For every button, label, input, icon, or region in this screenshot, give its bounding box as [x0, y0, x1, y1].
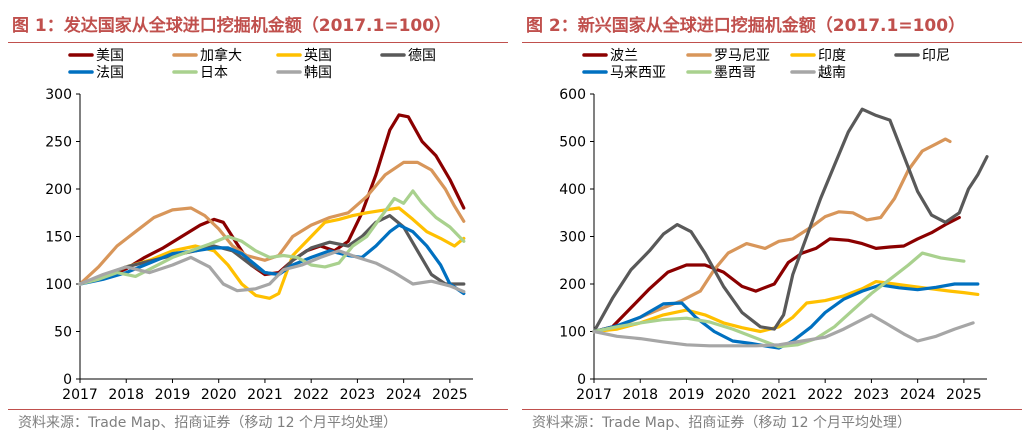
- legend-label: 印度: [818, 48, 846, 64]
- source-divider: [522, 409, 1022, 410]
- legend-label: 印尼: [922, 48, 950, 64]
- legend-label: 美国: [96, 48, 124, 64]
- series-line: [78, 189, 466, 286]
- legend-label: 罗马尼亚: [714, 48, 770, 64]
- series-line: [592, 107, 989, 334]
- chart-title: 图 1：发达国家从全球进口挖掘机金额（2017.1=100）: [12, 16, 452, 36]
- y-tick-label: 0: [63, 372, 72, 388]
- x-tick-label: 2020: [201, 387, 237, 403]
- legend-label: 日本: [200, 65, 228, 81]
- y-tick-label: 50: [54, 325, 72, 341]
- series-line: [592, 251, 966, 349]
- legend-item: 韩国: [276, 65, 332, 81]
- legend-item: 英国: [276, 47, 332, 64]
- legend-item: 越南: [790, 65, 846, 81]
- legend-item: 印度: [790, 48, 846, 64]
- chart-title: 图 2：新兴国家从全球进口挖掘机金额（2017.1=100）: [526, 16, 966, 36]
- y-tick-label: 400: [559, 182, 586, 198]
- y-tick-label: 200: [559, 277, 586, 293]
- x-tick-label: 2021: [247, 387, 283, 403]
- y-tick-label: 300: [45, 87, 72, 103]
- x-tick-label: 2021: [761, 387, 797, 403]
- x-tick-label: 2022: [293, 387, 329, 403]
- legend-item: 法国: [68, 65, 124, 81]
- y-tick-label: 100: [45, 277, 72, 293]
- source-note: 资料来源：Trade Map、招商证券（移动 12 个月平均处理）: [18, 415, 398, 431]
- legend-label: 波兰: [610, 48, 638, 64]
- title-divider: [8, 42, 508, 43]
- x-tick-label: 2025: [946, 387, 982, 403]
- series-line: [592, 137, 952, 334]
- series-line: [78, 206, 466, 300]
- source-note: 资料来源：Trade Map、招商证券（移动 12 个月平均处理）: [532, 415, 912, 431]
- chart-panel-2: 图 2：新兴国家从全球进口挖掘机金额（2017.1=100） 波兰 罗马尼亚 印度 印…: [522, 0, 1022, 440]
- x-tick-label: 2017: [576, 387, 612, 403]
- legend-item: 波兰: [582, 48, 638, 64]
- legend-label: 韩国: [304, 65, 332, 81]
- title-divider: [522, 42, 1022, 43]
- y-tick-label: 150: [45, 230, 72, 246]
- x-tick-label: 2020: [715, 387, 751, 403]
- legend-item: 德国: [380, 48, 436, 64]
- x-tick-label: 2025: [432, 387, 468, 403]
- x-tick-label: 2022: [807, 387, 843, 403]
- y-tick-label: 300: [559, 230, 586, 246]
- x-tick-label: 2018: [108, 387, 144, 403]
- series-line: [78, 223, 466, 296]
- x-tick-label: 2024: [386, 387, 422, 403]
- series-line: [592, 282, 980, 350]
- y-tick-label: 500: [559, 135, 586, 151]
- legend-item: 日本: [172, 65, 228, 81]
- series-line: [592, 215, 961, 334]
- series-line: [78, 160, 466, 286]
- x-tick-label: 2023: [340, 387, 376, 403]
- y-tick-label: 0: [577, 372, 586, 388]
- source-divider: [8, 409, 508, 410]
- y-tick-label: 600: [559, 87, 586, 103]
- x-tick-label: 2019: [669, 387, 705, 403]
- x-tick-label: 2023: [854, 387, 890, 403]
- x-tick-label: 2017: [62, 387, 98, 403]
- legend-item: 印尼: [894, 48, 950, 64]
- legend-label: 加拿大: [200, 47, 242, 64]
- legend-item: 加拿大: [172, 47, 242, 64]
- legend-label: 墨西哥: [714, 65, 756, 81]
- y-tick-label: 250: [45, 135, 72, 151]
- y-tick-label: 100: [559, 325, 586, 341]
- legend-item: 马来西亚: [582, 65, 666, 81]
- legend-label: 英国: [304, 47, 332, 64]
- y-tick-label: 200: [45, 182, 72, 198]
- legend-item: 美国: [68, 48, 124, 64]
- legend-label: 法国: [96, 65, 124, 81]
- series-line: [592, 313, 975, 348]
- legend-label: 越南: [818, 65, 846, 81]
- x-tick-label: 2019: [155, 387, 191, 403]
- series-line: [78, 249, 466, 294]
- legend-item: 墨西哥: [686, 65, 756, 81]
- legend-label: 德国: [408, 48, 436, 64]
- legend-label: 马来西亚: [610, 65, 666, 81]
- chart-panel-1: 图 1：发达国家从全球进口挖掘机金额（2017.1=100） 美国 加拿大 英国 德国…: [8, 0, 508, 440]
- legend-item: 罗马尼亚: [686, 48, 770, 64]
- x-tick-label: 2018: [622, 387, 658, 403]
- x-tick-label: 2024: [900, 387, 936, 403]
